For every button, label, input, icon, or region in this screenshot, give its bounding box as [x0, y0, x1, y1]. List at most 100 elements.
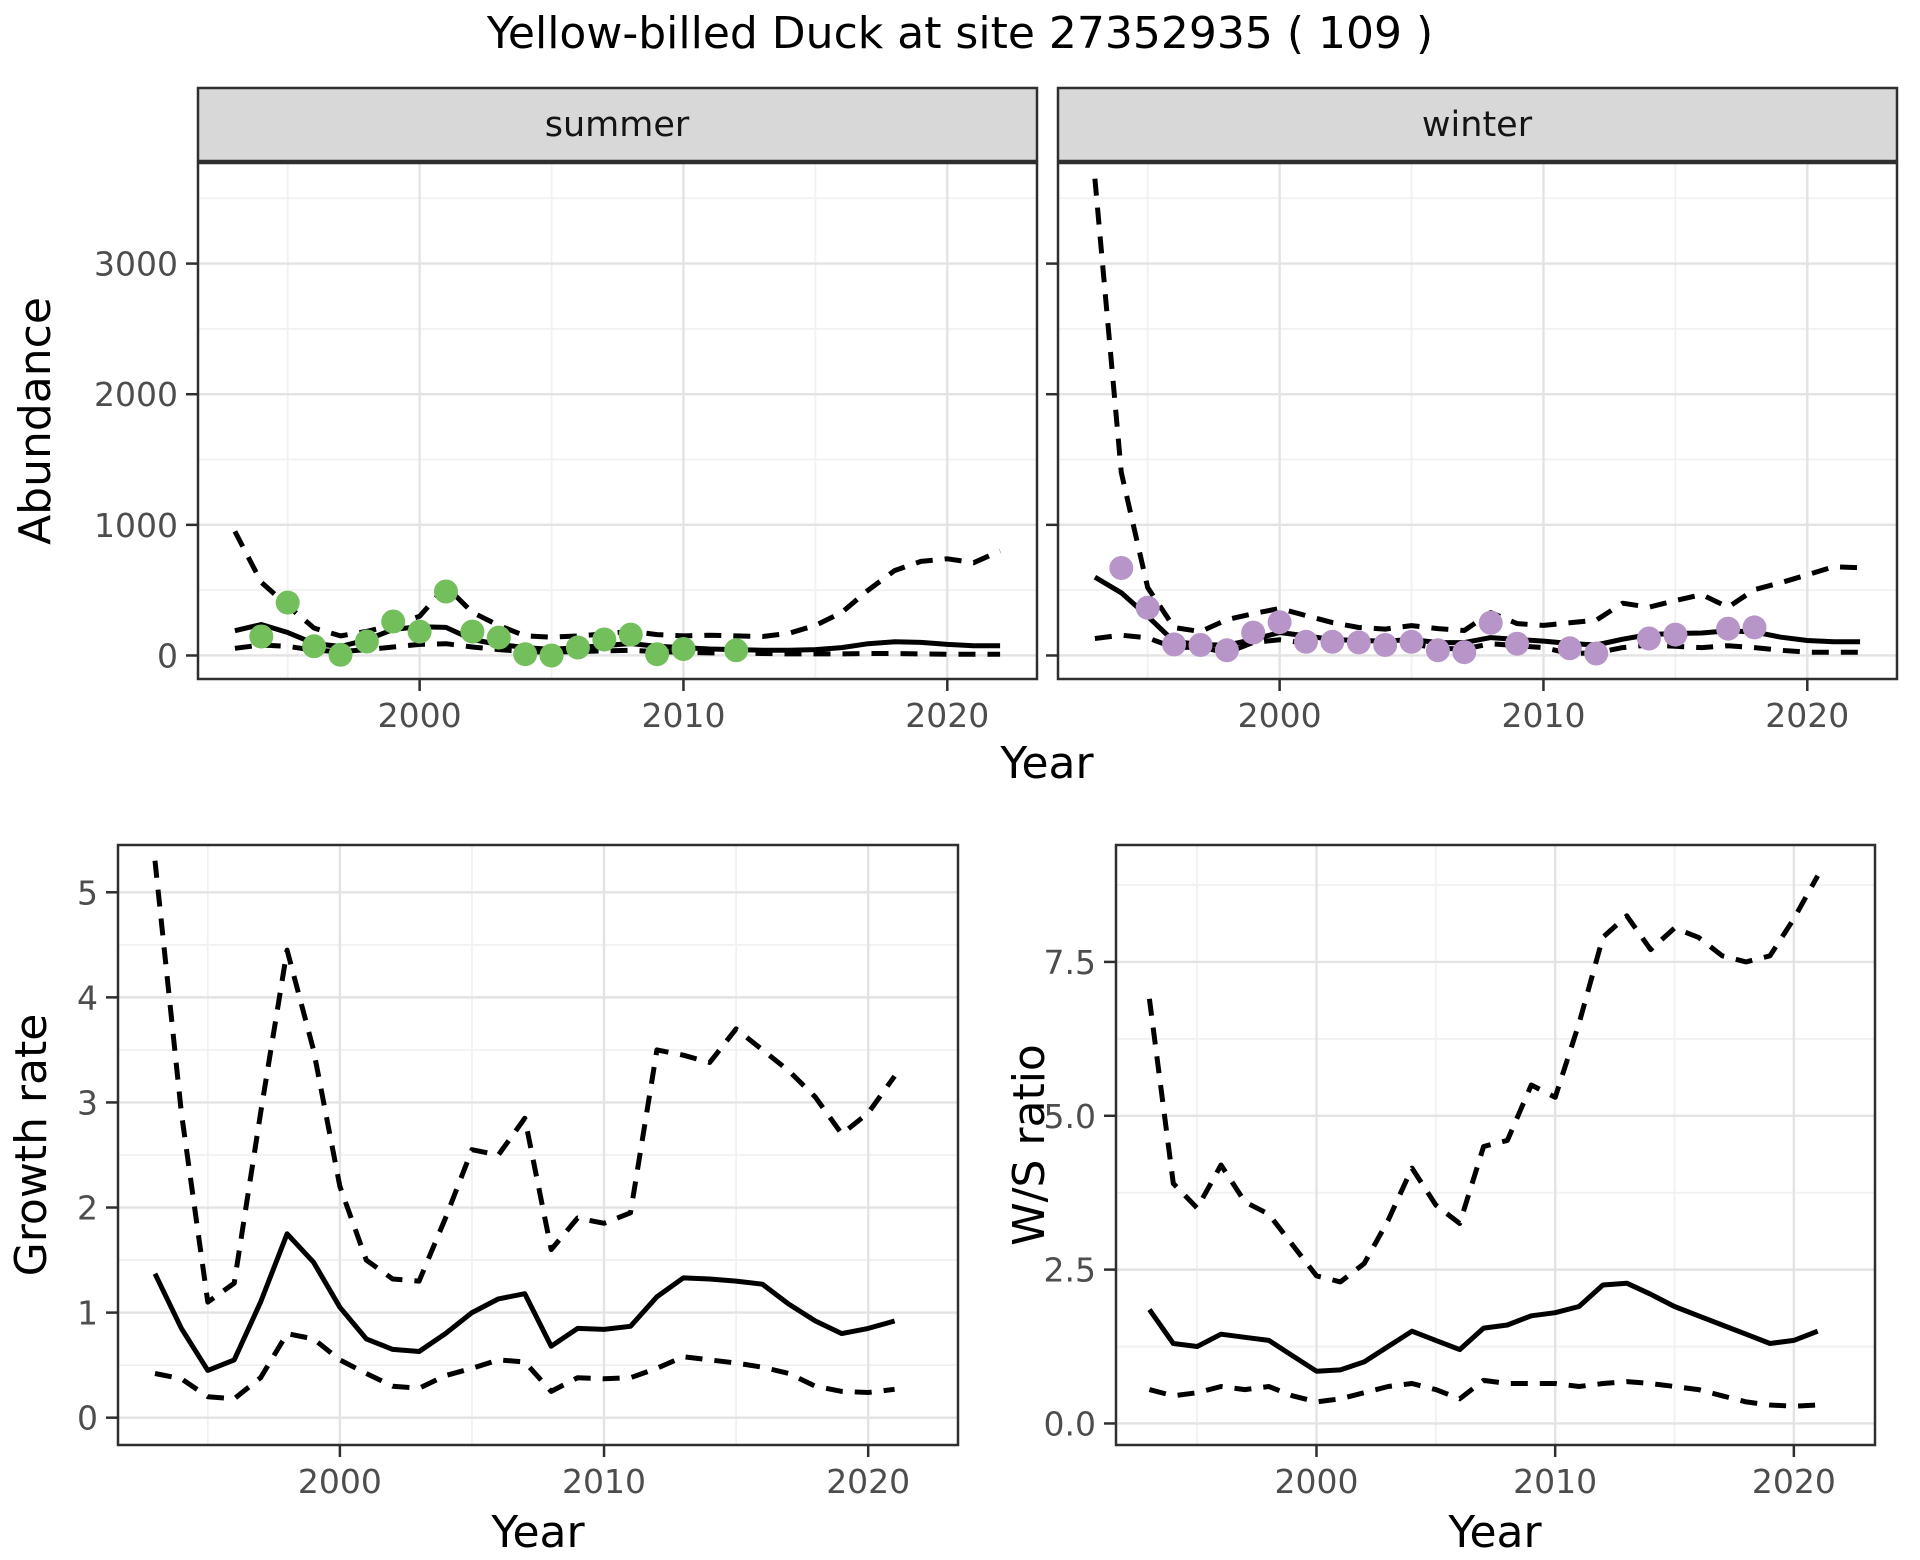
abundance_winter-observed-count: [1557, 636, 1582, 661]
abundance_winter-observed-count: [1346, 630, 1371, 655]
facet-strip-summer: [196, 86, 1039, 163]
abundance_summer-observed-count: [645, 642, 670, 667]
x-tick-label: 2010: [1501, 696, 1585, 735]
panel-border: [196, 161, 1039, 681]
y-tick-label: 5: [77, 873, 98, 912]
abundance_summer-observed-count: [486, 625, 511, 650]
abundance_winter-observed-count: [1663, 622, 1688, 647]
y-axis-title-growth-rate: Growth rate: [6, 1014, 57, 1277]
y-tick-label: 3: [77, 1083, 98, 1122]
abundance_summer-median-line: [234, 622, 1001, 653]
abundance_winter-observed-count: [1425, 638, 1450, 663]
y-tick-label: 2: [77, 1189, 98, 1228]
abundance_summer-observed-count: [381, 609, 406, 634]
x-axis-title-year-ws: Year: [1447, 1507, 1542, 1558]
abundance_winter-observed-count: [1109, 556, 1134, 580]
x-tick-label: 2000: [1238, 696, 1322, 735]
x-axis-title-year-growth: Year: [490, 1507, 585, 1558]
abundance_summer-observed-count: [249, 624, 274, 649]
y-tick-label: 3000: [94, 245, 178, 284]
y-axis-title-ws-ratio: W/S ratio: [1004, 1044, 1055, 1246]
x-tick-label: 2010: [562, 1462, 646, 1501]
series-group: [1092, 178, 1861, 666]
ws_ratio-lower-ci-line: [1148, 1377, 1818, 1409]
chart-title: Yellow-billed Duck at site 27352935 ( 10…: [486, 8, 1434, 59]
panel-border: [1056, 161, 1899, 681]
x-tick-label: 2000: [1274, 1462, 1358, 1501]
abundance_summer-observed-count: [618, 622, 643, 647]
y-tick-label: 7.5: [1044, 943, 1096, 982]
abundance_summer-observed-count: [354, 629, 379, 654]
abundance_winter-observed-count: [1452, 640, 1477, 665]
abundance_winter-observed-count: [1584, 641, 1609, 666]
growth_rate-median-line: [152, 1231, 896, 1373]
series-group: [1146, 874, 1820, 1409]
abundance_summer-observed-count: [434, 579, 458, 604]
y-tick-label: 0: [157, 636, 178, 675]
abundance_winter-observed-count: [1742, 615, 1767, 640]
facet-strips: summer winter: [196, 86, 1899, 163]
abundance_summer-observed-count: [407, 619, 432, 644]
series-group: [152, 860, 897, 1402]
panel-border: [1114, 843, 1877, 1447]
abundance_winter-observed-count: [1188, 633, 1213, 657]
abundance_winter-observed-count: [1373, 633, 1398, 657]
series-group: [232, 530, 1002, 668]
abundance_winter-observed-count: [1478, 610, 1503, 635]
abundance_summer-observed-count: [592, 627, 617, 652]
abundance_winter-observed-count: [1505, 631, 1530, 656]
abundance_summer-observed-count: [671, 637, 696, 661]
ws_ratio-median-line: [1147, 1280, 1819, 1374]
abundance_winter-observed-count: [1135, 595, 1160, 620]
abundance_summer-observed-count: [513, 642, 538, 667]
y-axis-title-abundance: Abundance: [10, 297, 61, 545]
abundance_summer-observed-count: [275, 590, 300, 615]
y-tick-label: 1000: [94, 506, 178, 545]
panel-border: [116, 843, 960, 1447]
abundance_summer-observed-count: [539, 643, 564, 668]
ws_ratio-upper-ci-line: [1146, 874, 1820, 1285]
abundance_summer-observed-count: [328, 642, 353, 667]
abundance_winter-observed-count: [1162, 632, 1187, 657]
x-tick-label: 2020: [1752, 1462, 1836, 1501]
y-tick-label: 0: [77, 1399, 98, 1438]
abundance_winter-observed-count: [1241, 620, 1266, 645]
x-axis-title-year-top: Year: [999, 738, 1094, 789]
abundance_winter-upper-ci-line: [1092, 178, 1861, 635]
abundance_winter-observed-count: [1214, 638, 1239, 663]
x-tick-label: 2000: [298, 1462, 382, 1501]
facet-strip-label-summer: summer: [545, 105, 690, 145]
y-tick-label: 5.0: [1044, 1097, 1096, 1136]
y-tick-label: 2.5: [1044, 1251, 1096, 1290]
abundance_summer-observed-count: [460, 619, 485, 644]
panel-abundance-winter: 2000 2010 2020: [1046, 161, 1899, 735]
x-tick-label: 2000: [378, 696, 462, 735]
abundance_summer-observed-count: [565, 635, 590, 660]
abundance_summer-observed-count: [302, 634, 327, 659]
panel-growth-rate: 2000 2010 2020 0 1 2 3 4 5: [77, 843, 960, 1501]
panel-abundance-summer: 2000 2010 2020 0 1000 2000 3000: [94, 161, 1039, 735]
x-tick-label: 2020: [826, 1462, 910, 1501]
x-tick-label: 2020: [905, 696, 989, 735]
facet-strip-winter: [1056, 86, 1899, 163]
x-tick-label: 2010: [1513, 1462, 1597, 1501]
y-tick-label: 4: [77, 978, 98, 1017]
y-tick-label: 2000: [94, 375, 178, 414]
growth_rate-upper-ci-line: [152, 860, 897, 1305]
abundance_winter-observed-count: [1716, 616, 1741, 641]
x-tick-label: 2010: [641, 696, 725, 735]
abundance_winter-observed-count: [1267, 610, 1292, 635]
abundance_winter-observed-count: [1294, 629, 1318, 654]
abundance_summer-upper-ci-line: [232, 530, 1002, 640]
x-tick-label: 2020: [1765, 696, 1849, 735]
y-tick-label: 1: [77, 1294, 98, 1333]
y-tick-label: 0.0: [1044, 1404, 1096, 1443]
growth_rate-lower-ci-line: [154, 1331, 895, 1402]
panel-ws-ratio: 2000 2010 2020 0.0 2.5 5.0 7.5: [1044, 843, 1877, 1501]
abundance_winter-observed-count: [1637, 626, 1661, 651]
abundance_winter-observed-count: [1320, 629, 1345, 654]
abundance_winter-observed-count: [1399, 629, 1424, 654]
facet-strip-label-winter: winter: [1422, 105, 1533, 145]
